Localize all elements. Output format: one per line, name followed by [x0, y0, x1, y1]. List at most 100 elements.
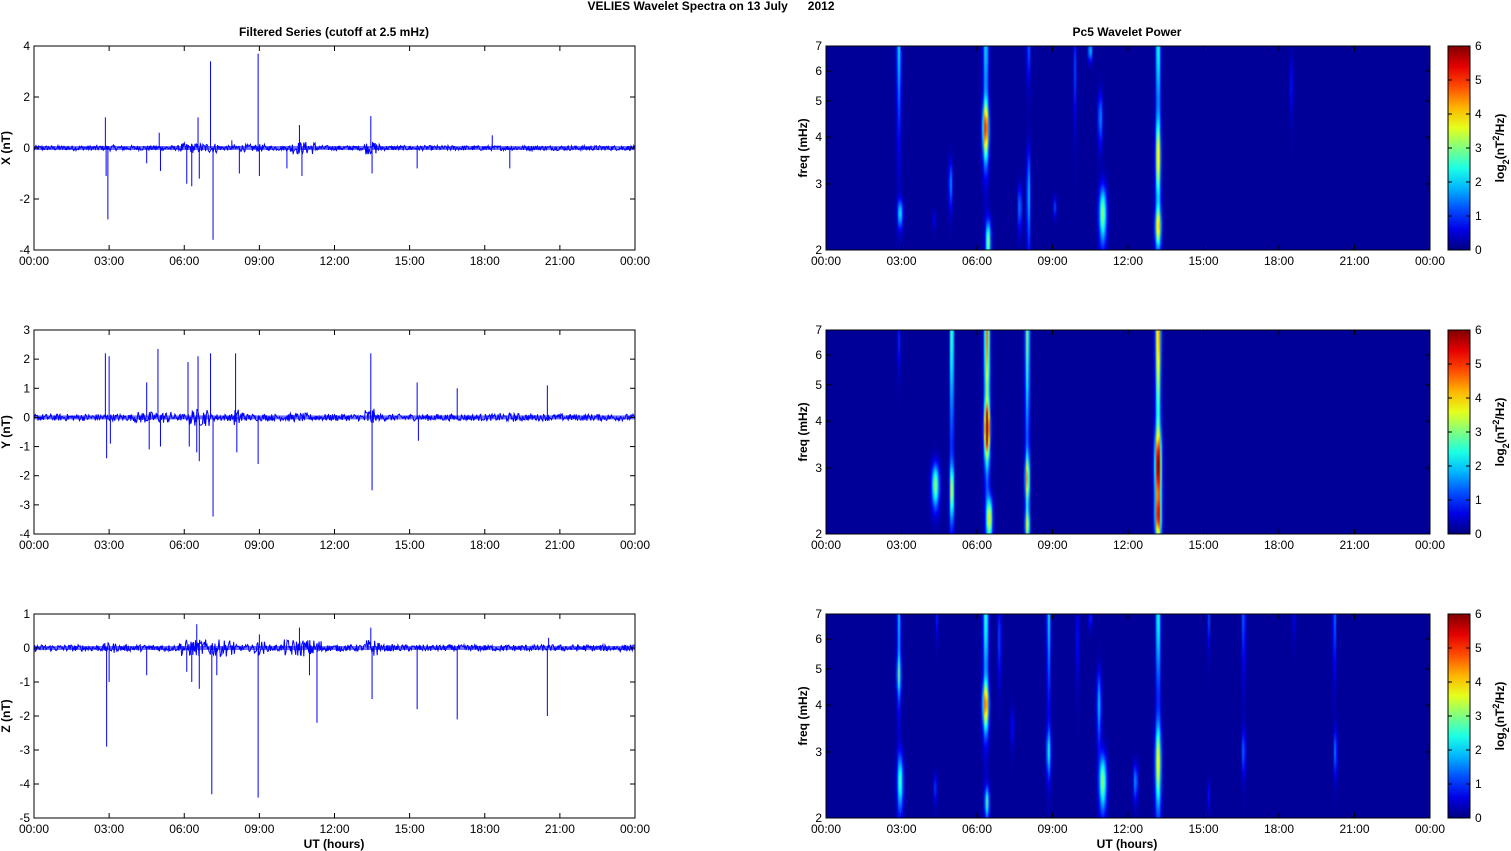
wv-x-tick-label: 18:00	[1264, 538, 1294, 552]
colorbar-tick-label: 5	[1475, 641, 1482, 655]
wv-x-tick-label: 00:00	[1415, 254, 1445, 268]
y-tick-label: 0	[23, 641, 30, 655]
wavelet-power-image	[826, 46, 1430, 250]
colorbar-tick-label: 4	[1475, 107, 1482, 121]
ts-x-tick-label: 18:00	[470, 822, 500, 836]
y-tick-label: 7	[815, 607, 822, 621]
series-band	[34, 646, 635, 650]
y-axis-label: freq (mHz)	[796, 118, 810, 177]
y-tick-label: -2	[19, 469, 30, 483]
ts-x-tick-label: 18:00	[470, 538, 500, 552]
colorbar-label: log2(nT2/Hz)	[1491, 114, 1511, 183]
ts-x-tick-label: 09:00	[244, 254, 274, 268]
y-tick-label: 3	[815, 177, 822, 191]
ts-x-tick-label: 18:00	[470, 254, 500, 268]
y-tick-label: 0	[23, 141, 30, 155]
ts-x-tick-label: 21:00	[545, 822, 575, 836]
ts-x-tick-label: 21:00	[545, 254, 575, 268]
y-tick-label: 1	[23, 607, 30, 621]
right-column-title: Pc5 Wavelet Power	[1073, 25, 1182, 39]
wv-x-tick-label: 00:00	[1415, 822, 1445, 836]
ts-x-tick-label: 06:00	[169, 538, 199, 552]
y-tick-label: -3	[19, 498, 30, 512]
y-tick-label: 1	[23, 381, 30, 395]
wv-x-tick-label: 12:00	[1113, 538, 1143, 552]
y-tick-label: -1	[19, 675, 30, 689]
ts-x-tick-label: 09:00	[244, 822, 274, 836]
ts-x-tick-label: 06:00	[169, 254, 199, 268]
wv-x-tick-label: 03:00	[886, 254, 916, 268]
ts-x-tick-label: 03:00	[94, 822, 124, 836]
ts-x-tick-label: 06:00	[169, 822, 199, 836]
ts-x-tick-label: 12:00	[319, 822, 349, 836]
y-tick-label: -4	[19, 777, 30, 791]
colorbar-tick-label: 0	[1475, 243, 1482, 257]
ts-x-tick-label: 00:00	[19, 822, 49, 836]
wavelet-power-image	[826, 614, 1430, 818]
series-band	[34, 415, 635, 420]
ts-x-tick-label: 21:00	[545, 538, 575, 552]
wavelet-power-image	[826, 330, 1430, 534]
colorbar: 0 1 2 3 4 5 6 log2(nT2/Hz)	[1447, 323, 1511, 541]
colorbar-tick-label: 4	[1475, 391, 1482, 405]
ts-x-tick-label: 12:00	[319, 254, 349, 268]
ts-x-tick-label: 00:00	[620, 254, 650, 268]
y-tick-label: 3	[815, 745, 822, 759]
colorbar-tick-label: 2	[1475, 175, 1482, 189]
ts-x-tick-label: 09:00	[244, 538, 274, 552]
y-tick-label: 2	[815, 811, 822, 825]
y-tick-label: 6	[815, 64, 822, 78]
wv-x-tick-label: 06:00	[962, 538, 992, 552]
wv-x-tick-label: 15:00	[1188, 254, 1218, 268]
colorbar-tick-label: 1	[1475, 493, 1482, 507]
timeseries-panel-y: -4 -3 -2 -1 0 1 2 3 00:00 03:00 06:00 09:00 12:00 15:…	[0, 323, 650, 552]
wv-x-tick-label: 12:00	[1113, 822, 1143, 836]
y-tick-label: 2	[23, 352, 30, 366]
timeseries-panel-z: -5 -4 -3 -2 -1 0 1 00:00 03:00 06:00 09:00 12:00 15:…	[0, 607, 650, 836]
series-band	[34, 146, 635, 150]
wv-x-tick-label: 06:00	[962, 822, 992, 836]
ts-x-tick-label: 00:00	[620, 538, 650, 552]
ts-x-tick-label: 00:00	[19, 254, 49, 268]
plot-area: -4 -2 0 2 4 00:00 03:00 06:00 09:00 12:00 15:00 18:…	[0, 39, 1511, 836]
y-tick-label: 0	[23, 410, 30, 424]
ts-x-tick-label: 00:00	[620, 822, 650, 836]
wv-x-tick-label: 00:00	[1415, 538, 1445, 552]
colorbar-tick-label: 3	[1475, 141, 1482, 155]
wv-x-tick-label: 03:00	[886, 822, 916, 836]
wv-x-tick-label: 21:00	[1339, 254, 1369, 268]
wavelet-panel-x: 2 3 4 5 6 7 00:00 03:00 06:00 09:00 12:00 15:00 18:0…	[796, 39, 1511, 268]
y-tick-label: 5	[815, 662, 822, 676]
colorbar-tick-label: 0	[1475, 811, 1482, 825]
y-tick-label: -4	[19, 527, 30, 541]
y-tick-label: -5	[19, 811, 30, 825]
axes-background	[34, 330, 635, 534]
colorbar-tick-label: 3	[1475, 425, 1482, 439]
y-tick-label: 7	[815, 323, 822, 337]
wv-x-tick-label: 12:00	[1113, 254, 1143, 268]
left-x-axis-label: UT (hours)	[304, 837, 365, 851]
wv-x-tick-label: 21:00	[1339, 822, 1369, 836]
y-tick-label: 4	[815, 130, 822, 144]
y-tick-label: -2	[19, 709, 30, 723]
colorbar: 0 1 2 3 4 5 6 log2(nT2/Hz)	[1447, 607, 1511, 825]
wv-x-tick-label: 15:00	[1188, 538, 1218, 552]
colorbar-tick-label: 5	[1475, 357, 1482, 371]
colorbar-tick-label: 6	[1475, 323, 1482, 337]
y-axis-label: freq (mHz)	[796, 686, 810, 745]
y-tick-label: 5	[815, 378, 822, 392]
wv-x-tick-label: 00:00	[811, 538, 841, 552]
y-tick-label: 6	[815, 348, 822, 362]
suptitle: VELIES Wavelet Spectra on 13 July 2012	[588, 0, 835, 13]
colorbar-tick-label: 4	[1475, 675, 1482, 689]
colorbar-tick-label: 0	[1475, 527, 1482, 541]
y-tick-label: 5	[815, 94, 822, 108]
y-tick-label: 2	[23, 90, 30, 104]
y-axis-label: X (nT)	[0, 131, 13, 165]
y-tick-label: -3	[19, 743, 30, 757]
axes-background	[34, 614, 635, 818]
ts-x-tick-label: 15:00	[395, 538, 425, 552]
y-tick-label: 4	[815, 698, 822, 712]
colorbar-label: log2(nT2/Hz)	[1491, 398, 1511, 467]
